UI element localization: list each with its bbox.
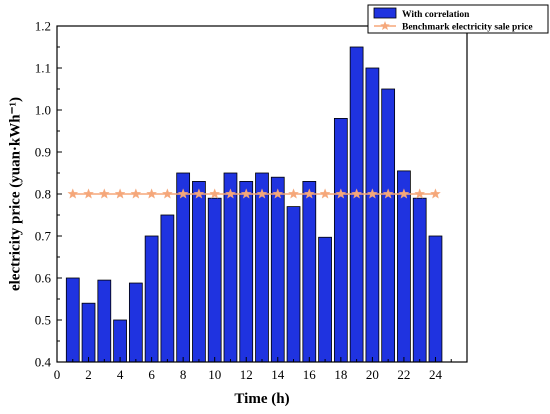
x-tick-label: 0 xyxy=(54,367,61,382)
bar-hour-2 xyxy=(82,303,95,362)
legend: With correlation Benchmark electricity s… xyxy=(368,5,548,33)
x-tick-label: 6 xyxy=(148,367,155,382)
bar-hour-14 xyxy=(271,177,284,362)
y-tick-label: 0.8 xyxy=(35,187,51,202)
bar-hour-23 xyxy=(413,198,426,362)
y-tick-label: 1.0 xyxy=(35,103,51,118)
y-tick-label: 0.4 xyxy=(35,355,52,370)
y-tick-label: 0.7 xyxy=(35,229,52,244)
bar-hour-1 xyxy=(66,278,79,362)
benchmark-point-10 xyxy=(210,189,220,198)
x-tick-label: 16 xyxy=(303,367,317,382)
benchmark-point-17 xyxy=(320,189,330,198)
bar-hour-16 xyxy=(303,181,316,362)
x-tick-label: 14 xyxy=(271,367,285,382)
bar-hour-19 xyxy=(350,47,363,362)
x-tick-label: 20 xyxy=(366,367,379,382)
benchmark-point-24 xyxy=(431,189,441,198)
legend-label-with-correlation: With correlation xyxy=(402,10,470,20)
bar-hour-6 xyxy=(145,236,158,362)
benchmark-point-3 xyxy=(99,189,109,198)
x-tick-label: 22 xyxy=(397,367,410,382)
x-tick-label: 24 xyxy=(429,367,443,382)
bars-group xyxy=(66,47,442,362)
bar-hour-17 xyxy=(319,237,332,362)
bar-hour-15 xyxy=(287,207,300,362)
legend-label-benchmark: Benchmark electricity sale price xyxy=(402,23,533,33)
x-tick-label: 8 xyxy=(180,367,187,382)
x-tick-label: 18 xyxy=(334,367,347,382)
benchmark-point-23 xyxy=(415,189,425,198)
bar-hour-5 xyxy=(129,283,142,362)
bar-hour-21 xyxy=(382,89,395,362)
bar-hour-12 xyxy=(240,181,253,362)
bar-hour-7 xyxy=(161,215,174,362)
y-tick-label: 1.1 xyxy=(35,61,51,76)
bar-hour-11 xyxy=(224,173,237,362)
bar-hour-4 xyxy=(114,320,127,362)
bar-hour-13 xyxy=(256,173,269,362)
bar-hour-22 xyxy=(397,171,410,362)
bar-hour-8 xyxy=(177,173,190,362)
x-tick-label: 4 xyxy=(117,367,124,382)
x-axis-title: Time (h) xyxy=(234,391,289,407)
y-axis-title: electricity price (yuan·kWh⁻¹) xyxy=(7,97,23,291)
benchmark-point-15 xyxy=(289,189,299,198)
bar-hour-3 xyxy=(98,280,111,362)
y-tick-label: 0.9 xyxy=(35,145,51,160)
bar-hour-24 xyxy=(429,236,442,362)
legend-swatch-with-correlation xyxy=(374,8,396,18)
benchmark-point-1 xyxy=(68,189,78,198)
y-tick-label: 0.6 xyxy=(35,271,52,286)
bar-hour-10 xyxy=(208,198,221,362)
benchmark-point-7 xyxy=(162,189,172,198)
benchmark-point-4 xyxy=(115,189,125,198)
x-tick-label: 12 xyxy=(240,367,253,382)
x-tick-label: 2 xyxy=(85,367,92,382)
y-tick-label: 0.5 xyxy=(35,313,51,328)
x-tick-label: 10 xyxy=(208,367,221,382)
bar-hour-18 xyxy=(334,118,347,362)
y-tick-label: 1.2 xyxy=(35,19,51,34)
benchmark-point-2 xyxy=(84,189,94,198)
benchmark-point-6 xyxy=(147,189,157,198)
bar-hour-9 xyxy=(192,181,205,362)
bar-hour-20 xyxy=(366,68,379,362)
benchmark-point-5 xyxy=(131,189,141,198)
